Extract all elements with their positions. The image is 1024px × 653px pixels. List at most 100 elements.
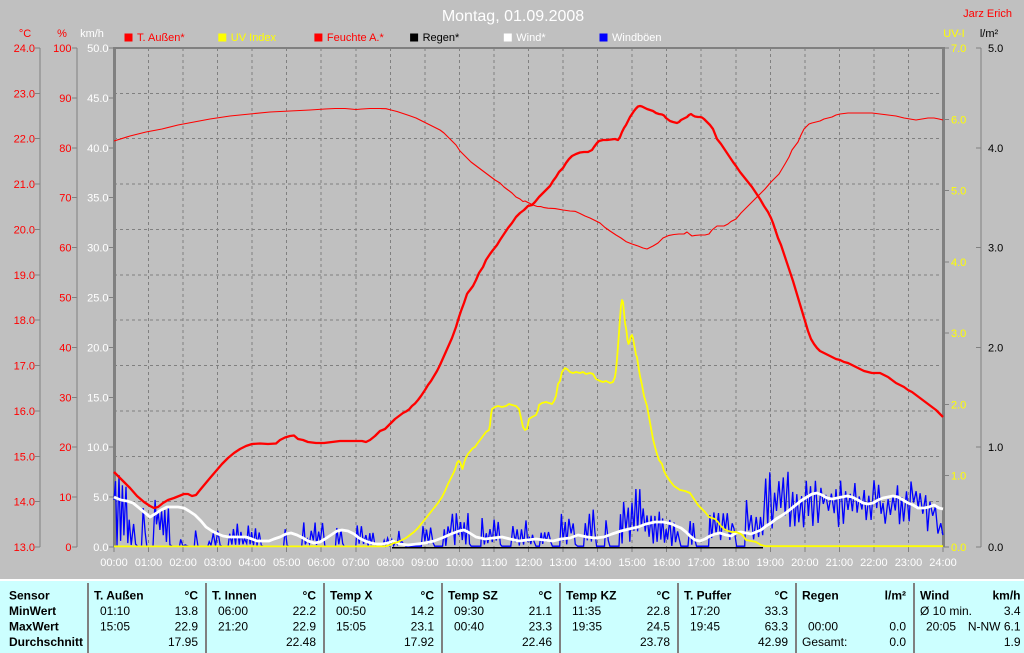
svg-text:0.0: 0.0: [93, 542, 108, 554]
svg-text:22.0: 22.0: [14, 134, 35, 146]
svg-text:2.0: 2.0: [951, 399, 966, 411]
svg-text:1.0: 1.0: [951, 471, 966, 483]
svg-text:20:00: 20:00: [791, 557, 819, 569]
svg-text:17.0: 17.0: [14, 361, 35, 373]
svg-text:°C: °C: [539, 589, 553, 603]
svg-text:19:45: 19:45: [690, 620, 720, 634]
svg-text:22.8: 22.8: [647, 604, 671, 618]
svg-text:19:00: 19:00: [757, 557, 785, 569]
svg-text:20:05: 20:05: [926, 620, 956, 634]
svg-text:Regen*: Regen*: [423, 32, 460, 44]
svg-text:63.3: 63.3: [765, 620, 789, 634]
svg-text:Regen: Regen: [802, 589, 839, 603]
svg-text:5.0: 5.0: [93, 492, 108, 504]
svg-text:45.0: 45.0: [87, 93, 108, 105]
svg-text:17:20: 17:20: [690, 604, 720, 618]
svg-text:Ø 10 min.: Ø 10 min.: [920, 604, 972, 618]
svg-text:00:50: 00:50: [336, 604, 366, 618]
svg-text:25.0: 25.0: [87, 293, 108, 305]
svg-text:15:05: 15:05: [100, 620, 130, 634]
svg-text:04:00: 04:00: [238, 557, 266, 569]
svg-text:MaxWert: MaxWert: [9, 620, 59, 634]
svg-text:22.48: 22.48: [286, 635, 316, 649]
svg-text:Durchschnitt: Durchschnitt: [9, 635, 83, 649]
svg-text:13.8: 13.8: [175, 604, 199, 618]
svg-text:N-NW 6.1: N-NW 6.1: [968, 620, 1021, 634]
svg-text:Gesamt:: Gesamt:: [802, 635, 847, 649]
svg-text:14.0: 14.0: [14, 497, 35, 509]
svg-text:09:00: 09:00: [411, 557, 439, 569]
svg-text:50: 50: [59, 293, 71, 305]
svg-text:°C: °C: [185, 589, 199, 603]
svg-text:24.5: 24.5: [647, 620, 671, 634]
svg-text:23.0: 23.0: [14, 88, 35, 100]
svg-text:%: %: [57, 28, 67, 40]
svg-text:11:35: 11:35: [572, 604, 601, 618]
svg-text:21.0: 21.0: [14, 179, 35, 191]
svg-text:l/m²: l/m²: [885, 589, 906, 603]
svg-text:10: 10: [59, 492, 71, 504]
svg-text:18.0: 18.0: [14, 315, 35, 327]
svg-text:100: 100: [53, 43, 71, 55]
svg-text:0.0: 0.0: [988, 542, 1003, 554]
svg-text:1.9: 1.9: [1004, 635, 1021, 649]
svg-text:01:00: 01:00: [135, 557, 163, 569]
svg-text:50.0: 50.0: [87, 43, 108, 55]
svg-text:6.0: 6.0: [951, 114, 966, 126]
svg-text:T. Außen*: T. Außen*: [137, 32, 185, 44]
svg-text:24.0: 24.0: [14, 43, 35, 55]
svg-text:7.0: 7.0: [951, 43, 966, 55]
svg-text:05:00: 05:00: [273, 557, 301, 569]
svg-text:km/h: km/h: [992, 589, 1020, 603]
svg-text:°C: °C: [19, 28, 31, 40]
svg-text:17.95: 17.95: [168, 635, 198, 649]
svg-text:22:00: 22:00: [860, 557, 888, 569]
svg-text:07:00: 07:00: [342, 557, 370, 569]
svg-text:22.46: 22.46: [522, 635, 552, 649]
svg-text:Sensor: Sensor: [9, 589, 50, 603]
svg-text:22.9: 22.9: [175, 620, 199, 634]
svg-text:Feuchte A.*: Feuchte A.*: [327, 32, 385, 44]
svg-text:T. Innen: T. Innen: [212, 589, 257, 603]
svg-text:03:00: 03:00: [204, 557, 232, 569]
svg-text:MinWert: MinWert: [9, 604, 56, 618]
svg-text:0: 0: [65, 542, 71, 554]
svg-text:4.0: 4.0: [951, 257, 966, 269]
svg-text:0.0: 0.0: [951, 542, 966, 554]
svg-text:20.0: 20.0: [14, 224, 35, 236]
svg-text:23:00: 23:00: [895, 557, 923, 569]
svg-text:01:10: 01:10: [100, 604, 130, 618]
svg-text:3.4: 3.4: [1004, 604, 1021, 618]
svg-text:Montag, 01.09.2008: Montag, 01.09.2008: [442, 8, 584, 25]
svg-text:Wind: Wind: [920, 589, 949, 603]
svg-text:70: 70: [59, 193, 71, 205]
svg-text:km/h: km/h: [80, 28, 104, 40]
svg-text:21:20: 21:20: [218, 620, 248, 634]
svg-text:14:00: 14:00: [584, 557, 612, 569]
svg-text:21.1: 21.1: [529, 604, 553, 618]
svg-text:08:00: 08:00: [377, 557, 405, 569]
svg-text:5.0: 5.0: [988, 43, 1003, 55]
svg-text:15.0: 15.0: [87, 392, 108, 404]
svg-text:06:00: 06:00: [218, 604, 248, 618]
svg-text:0.0: 0.0: [889, 620, 906, 634]
svg-text:13:00: 13:00: [549, 557, 577, 569]
svg-text:17:00: 17:00: [687, 557, 715, 569]
svg-text:15:05: 15:05: [336, 620, 366, 634]
svg-text:14.2: 14.2: [411, 604, 435, 618]
svg-text:T. Puffer: T. Puffer: [684, 589, 732, 603]
svg-text:°C: °C: [775, 589, 789, 603]
svg-text:33.3: 33.3: [765, 604, 789, 618]
svg-text:15.0: 15.0: [14, 451, 35, 463]
svg-text:3.0: 3.0: [951, 328, 966, 340]
svg-text:10:00: 10:00: [446, 557, 474, 569]
svg-text:UV-I: UV-I: [943, 28, 964, 40]
svg-text:23.3: 23.3: [529, 620, 553, 634]
svg-text:90: 90: [59, 93, 71, 105]
svg-text:30.0: 30.0: [87, 243, 108, 255]
svg-text:24:00: 24:00: [929, 557, 957, 569]
svg-text:60: 60: [59, 243, 71, 255]
svg-text:00:00: 00:00: [100, 557, 128, 569]
svg-text:40: 40: [59, 342, 71, 354]
svg-text:10.0: 10.0: [87, 442, 108, 454]
